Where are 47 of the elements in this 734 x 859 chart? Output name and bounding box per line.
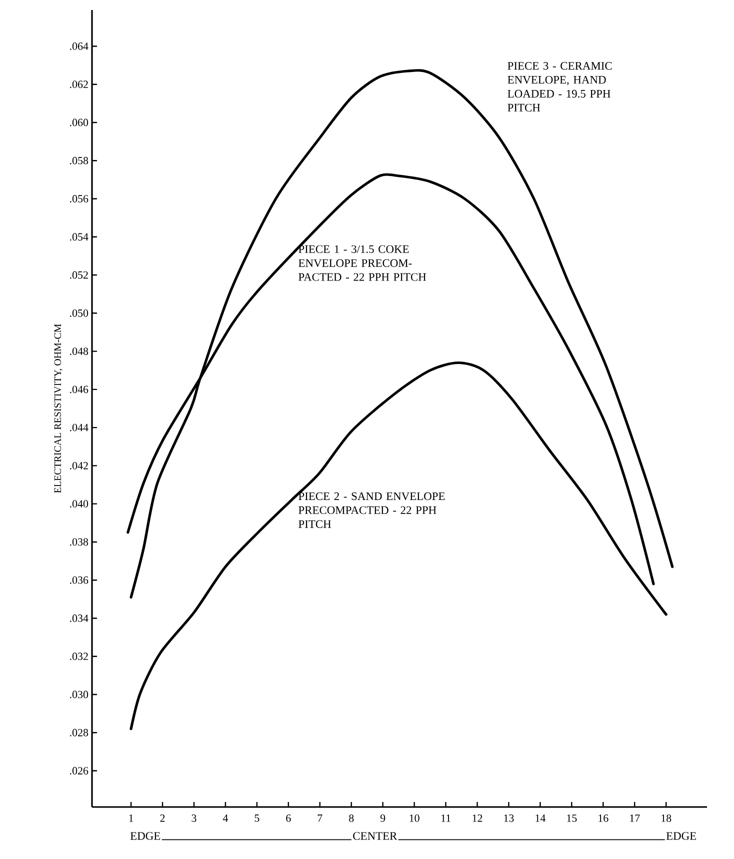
y-tick-label: .050 bbox=[70, 309, 88, 317]
x-tick-label: 11 bbox=[441, 814, 450, 822]
y-tick-label: .032 bbox=[70, 652, 88, 660]
x-tick-label: 8 bbox=[349, 814, 354, 822]
x-tick-label: 6 bbox=[286, 814, 291, 822]
y-tick-label: .026 bbox=[70, 767, 88, 774]
x-tick-label: 7 bbox=[318, 814, 322, 822]
x-tick-label: 3 bbox=[192, 814, 196, 822]
y-tick-label: .044 bbox=[70, 424, 88, 432]
x-tick-label: 2 bbox=[160, 814, 165, 822]
x-tick-label: 14 bbox=[536, 814, 546, 822]
y-tick-label: .054 bbox=[70, 233, 88, 241]
x-tick-label: 10 bbox=[410, 814, 420, 822]
y-tick-label: .062 bbox=[70, 80, 88, 88]
x-tick-label: 13 bbox=[504, 814, 514, 822]
y-axis-title: ELECTRICAL RESISTIVITY, OHM-CM bbox=[54, 324, 62, 493]
annotation: PIECE 1 - 3/1.5 COKE ENVELOPE PRECOM-PACTED - 22 PPH PITCH bbox=[298, 245, 426, 281]
x-tick-label: 9 bbox=[380, 814, 386, 822]
text: CENTER bbox=[353, 832, 398, 840]
annotation: PIECE 3 - CERAMIC ENVELOPE, HAND LOADED - 19.5 PPH PITCH bbox=[508, 62, 612, 112]
y-tick-label: .036 bbox=[70, 576, 88, 584]
y-tick-label: .056 bbox=[70, 195, 88, 202]
y-tick-label: .028 bbox=[70, 728, 88, 736]
y-tick-label: .042 bbox=[70, 462, 88, 470]
y-tick-label: .060 bbox=[70, 118, 88, 126]
line-series bbox=[130, 69, 674, 599]
x-tick-label: 12 bbox=[472, 814, 482, 822]
y-tick-label: .034 bbox=[70, 614, 88, 622]
x-tick-label: 15 bbox=[567, 814, 577, 822]
x-tick-label: 4 bbox=[222, 814, 228, 822]
x-tick-label: 5 bbox=[254, 814, 260, 822]
x-tick-label: 16 bbox=[598, 814, 608, 822]
x-tick-label: 18 bbox=[662, 814, 672, 822]
y-tick-label: .048 bbox=[70, 348, 88, 356]
y-tick-label: .052 bbox=[70, 271, 88, 279]
y-tick-label: .038 bbox=[70, 538, 88, 546]
text: EDGE bbox=[666, 832, 696, 840]
text: EDGE bbox=[130, 832, 160, 840]
x-tick-label: 1 bbox=[129, 814, 134, 822]
y-tick-label: .030 bbox=[70, 690, 88, 698]
y-tick-label: .040 bbox=[70, 500, 88, 508]
annotation: PIECE 2 - SAND ENVELOPE PRECOMPACTED - 22 PPH PITCH bbox=[298, 492, 445, 528]
y-tick-label: .064 bbox=[70, 42, 88, 50]
line-series bbox=[130, 361, 668, 730]
y-tick-label: .046 bbox=[70, 386, 88, 394]
y-tick-label: .058 bbox=[70, 156, 88, 164]
x-tick-label: 17 bbox=[630, 814, 640, 822]
